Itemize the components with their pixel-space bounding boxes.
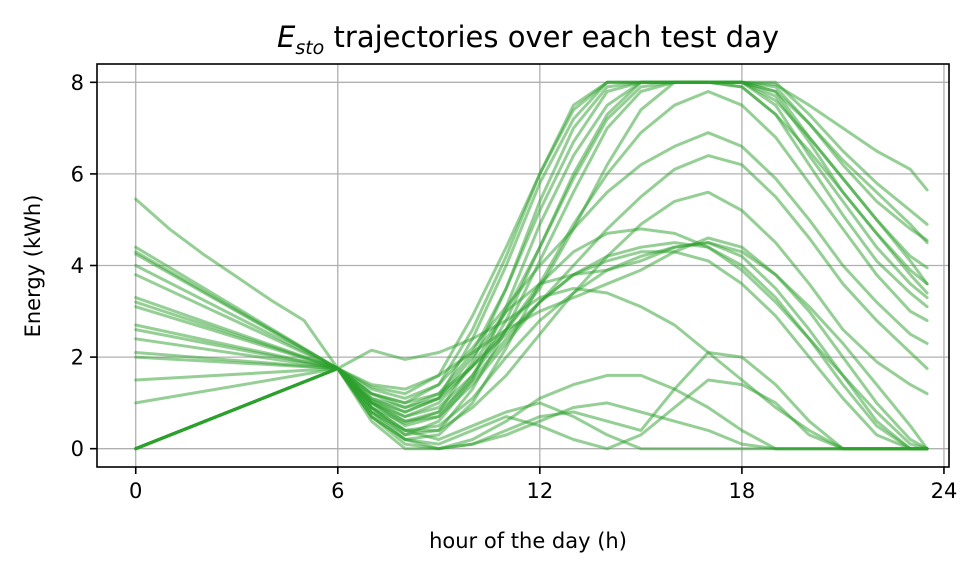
y-tick-label: 2 (71, 346, 84, 370)
chart-title-symbol: E (277, 20, 296, 54)
series-line-8 (134, 90, 929, 441)
chart-title: Esto trajectories over each test day (277, 20, 779, 59)
y-tick-label: 4 (71, 254, 84, 278)
x-tick-label: 0 (129, 479, 142, 503)
series-line-25 (134, 80, 929, 451)
x-axis-label: hour of the day (h) (429, 529, 627, 553)
chart-title-rest: trajectories over each test day (324, 20, 779, 54)
series-line-17 (134, 80, 929, 451)
series-line-9 (134, 131, 929, 400)
series-line-19 (134, 241, 929, 451)
chart-title-subscript: sto (295, 37, 324, 59)
series-line-24 (134, 367, 929, 451)
series-line-18 (134, 80, 929, 451)
y-tick-label: 8 (71, 71, 84, 95)
series-lines (134, 80, 929, 451)
y-axis-label: Energy (kWh) (21, 195, 45, 338)
x-tick-label: 12 (526, 479, 553, 503)
x-tick-label: 18 (729, 479, 756, 503)
series-line-12 (134, 241, 929, 451)
series-line-26 (134, 227, 929, 451)
x-tick-label: 24 (931, 479, 958, 503)
series-line-14 (134, 236, 929, 451)
series-line-15 (134, 250, 929, 451)
y-tick-label: 6 (71, 162, 84, 186)
x-tick-label: 6 (331, 479, 344, 503)
y-tick-label: 0 (71, 437, 84, 461)
